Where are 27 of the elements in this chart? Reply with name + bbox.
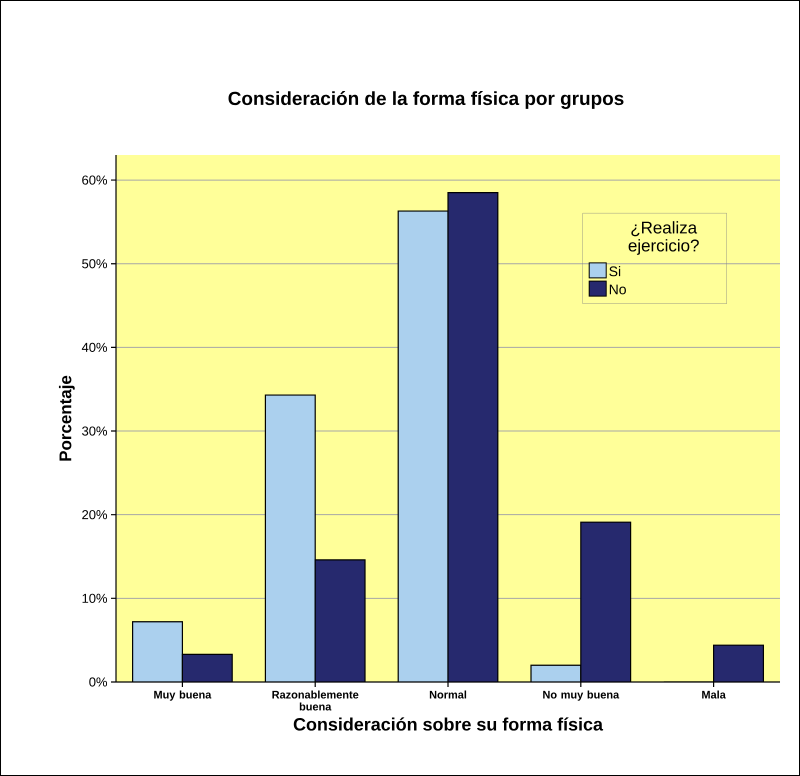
y-tick-label: 30% (82, 426, 108, 436)
y-tick-label: 60% (82, 175, 108, 185)
bar (398, 211, 448, 682)
y-axis-title: Porcentaje (58, 376, 75, 461)
y-tick-label: 40% (82, 342, 108, 352)
bar (315, 560, 366, 682)
y-tick-label: 10% (82, 594, 108, 603)
y-tick-label: 50% (82, 259, 108, 268)
legend-title: ¿Realiza ejercicio? (628, 221, 699, 255)
y-tick-label: 0% (89, 677, 108, 687)
x-tick-label: No muy buena (543, 690, 620, 701)
legend-label: No (610, 284, 626, 294)
bar (713, 644, 764, 682)
bar (531, 665, 581, 682)
bar (265, 395, 316, 682)
legend-label: Si (609, 266, 620, 276)
chart-title: Consideración de la forma física por grupos (228, 91, 624, 109)
bar (448, 192, 498, 682)
x-tick-label: Normal (430, 690, 466, 699)
bar (182, 654, 232, 682)
x-tick-label: Razonablemente buena (272, 690, 358, 711)
x-tick-label: Mala (702, 690, 726, 699)
x-axis-title: Consideración sobre su forma física (294, 717, 604, 731)
bar (132, 622, 182, 682)
x-tick-label: Muy buena (154, 690, 212, 701)
y-tick-label: 20% (82, 510, 108, 520)
bar (580, 522, 631, 682)
